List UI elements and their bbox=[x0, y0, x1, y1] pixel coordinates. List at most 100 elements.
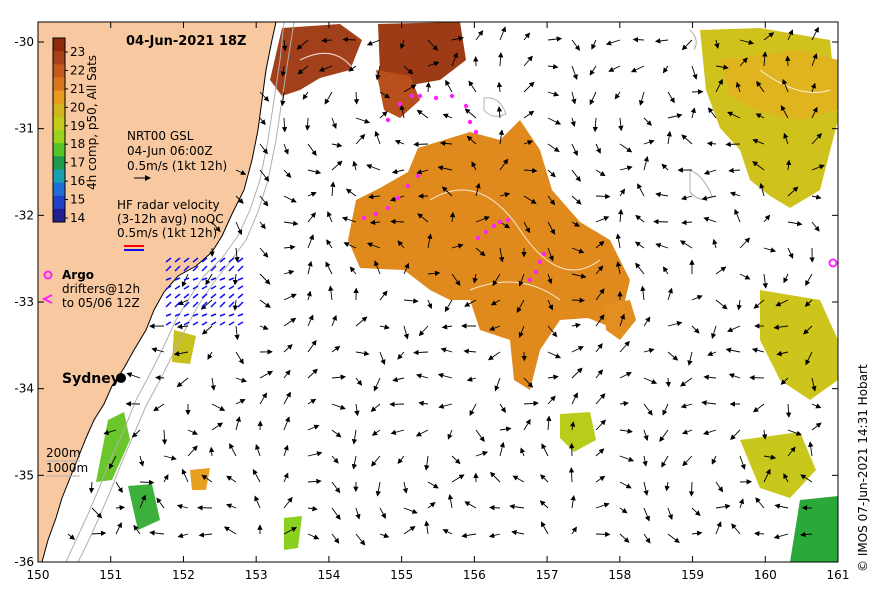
drifter-point bbox=[473, 129, 479, 135]
current-arrow bbox=[800, 474, 813, 483]
current-arrow bbox=[665, 377, 672, 388]
current-arrow bbox=[763, 32, 775, 41]
current-arrow bbox=[331, 481, 341, 494]
current-arrow bbox=[523, 32, 531, 41]
current-arrow bbox=[451, 243, 464, 249]
current-arrow bbox=[706, 140, 717, 147]
current-arrow bbox=[681, 219, 693, 226]
current-arrow bbox=[752, 161, 765, 171]
current-arrow bbox=[307, 398, 317, 405]
current-arrow bbox=[637, 183, 645, 197]
current-arrow bbox=[703, 216, 717, 223]
current-arrow bbox=[547, 63, 559, 70]
bathymetry-lines bbox=[65, 22, 713, 562]
current-arrow bbox=[475, 30, 484, 41]
current-arrow bbox=[226, 503, 237, 509]
current-arrow bbox=[235, 399, 246, 405]
radar-arrow bbox=[174, 265, 181, 272]
drifter-point bbox=[385, 117, 391, 123]
current-arrow bbox=[492, 273, 501, 287]
current-arrow bbox=[667, 91, 675, 104]
current-arrow bbox=[739, 57, 748, 67]
drifter-point bbox=[541, 251, 547, 257]
current-arrow bbox=[444, 299, 453, 313]
current-arrow bbox=[595, 169, 606, 177]
current-arrow bbox=[715, 64, 729, 70]
current-arrow bbox=[605, 39, 621, 46]
current-arrow bbox=[728, 167, 741, 174]
radar-line3: 0.5m/s (1kt 12h) bbox=[117, 226, 217, 240]
current-arrow bbox=[441, 186, 453, 197]
current-arrow bbox=[259, 169, 270, 182]
current-arrow bbox=[153, 403, 165, 412]
colorbar-swatch bbox=[53, 51, 65, 65]
current-arrow bbox=[643, 533, 651, 544]
radar-arrow bbox=[210, 257, 217, 263]
current-arrow bbox=[461, 532, 477, 539]
current-arrow bbox=[643, 139, 655, 145]
current-arrow bbox=[352, 160, 358, 171]
colorbar-tick-label: 19 bbox=[70, 119, 85, 133]
current-arrow bbox=[283, 317, 297, 327]
lon-tick-label: 155 bbox=[390, 568, 413, 582]
current-arrow bbox=[570, 495, 576, 509]
current-arrow bbox=[355, 117, 371, 124]
current-arrow bbox=[803, 325, 813, 335]
current-arrow bbox=[571, 169, 581, 182]
current-arrow bbox=[331, 533, 340, 544]
current-arrow bbox=[115, 504, 125, 511]
current-arrow bbox=[773, 324, 789, 330]
current-arrow bbox=[445, 79, 453, 93]
current-arrow bbox=[109, 455, 117, 470]
current-arrow bbox=[468, 80, 477, 93]
current-arrow bbox=[541, 443, 549, 457]
current-arrow bbox=[727, 325, 741, 333]
current-arrow bbox=[259, 324, 269, 330]
current-arrow bbox=[281, 117, 288, 133]
current-arrow bbox=[297, 65, 309, 75]
current-arrow bbox=[547, 195, 556, 206]
radar-arrow bbox=[237, 265, 244, 272]
radar-arrow bbox=[237, 293, 244, 299]
radar-arrow bbox=[192, 265, 199, 272]
current-arrow bbox=[232, 299, 239, 311]
current-arrow bbox=[659, 429, 669, 443]
radar-arrow bbox=[183, 301, 190, 308]
current-arrow bbox=[283, 527, 297, 535]
current-arrow bbox=[811, 133, 822, 145]
argo-label: Argo bbox=[62, 268, 94, 282]
current-arrow bbox=[373, 377, 381, 392]
current-arrow bbox=[211, 403, 226, 411]
current-arrow bbox=[547, 273, 553, 285]
current-arrow bbox=[711, 325, 717, 339]
sydney-marker: Sydney bbox=[62, 371, 126, 387]
current-arrow bbox=[91, 507, 103, 519]
current-arrow bbox=[811, 422, 822, 431]
current-arrow bbox=[619, 340, 630, 353]
current-arrow bbox=[425, 81, 432, 93]
radar-arrow bbox=[174, 285, 181, 290]
current-arrow bbox=[714, 39, 720, 49]
current-arrow bbox=[667, 321, 683, 327]
radar-arrow bbox=[219, 265, 226, 272]
current-arrow bbox=[516, 299, 525, 313]
current-arrow bbox=[115, 522, 122, 535]
current-arrow bbox=[138, 455, 145, 467]
current-arrow bbox=[681, 39, 693, 51]
current-arrow bbox=[427, 502, 436, 509]
current-arrow bbox=[416, 109, 429, 119]
drifter-point bbox=[361, 215, 367, 221]
radar-arrow bbox=[165, 301, 172, 308]
current-arrow bbox=[571, 526, 577, 535]
current-arrow bbox=[811, 377, 817, 392]
current-arrow bbox=[437, 165, 453, 171]
lon-tick-label: 151 bbox=[99, 568, 122, 582]
current-arrow bbox=[403, 325, 409, 340]
colorbar-tick-label: 15 bbox=[70, 193, 85, 207]
current-arrow bbox=[655, 191, 669, 198]
current-arrow bbox=[235, 169, 247, 175]
current-arrow bbox=[595, 288, 605, 301]
current-arrow bbox=[379, 91, 391, 99]
city-dot-icon bbox=[116, 373, 126, 383]
drifter-point bbox=[497, 219, 503, 225]
